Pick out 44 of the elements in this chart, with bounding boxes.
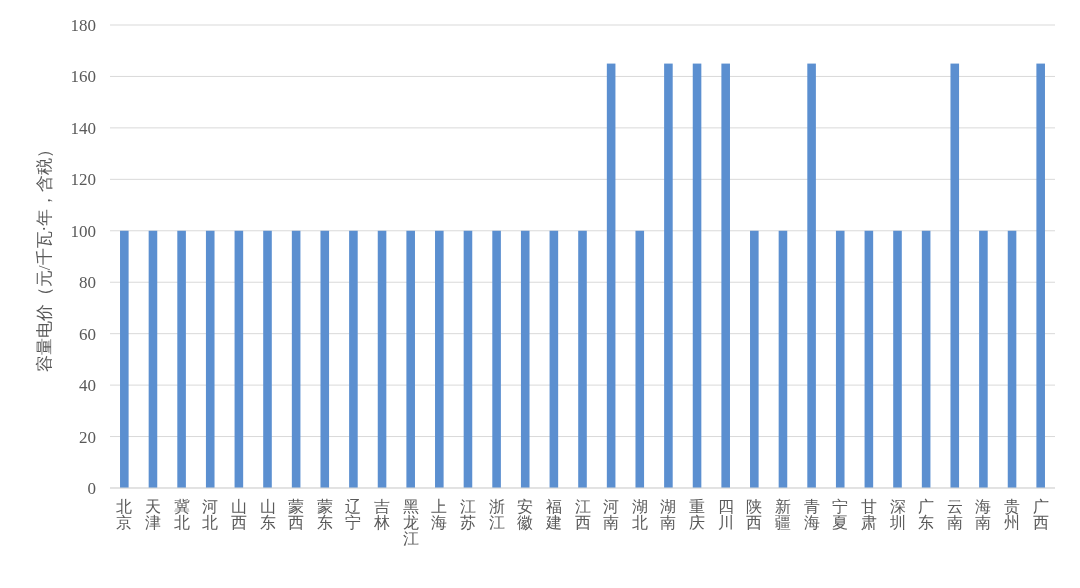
x-tick-label: 辽宁 [345,498,362,531]
x-tick-label: 深圳 [888,498,906,531]
y-tick-label: 60 [79,324,96,344]
x-tick-label: 安徽 [517,498,534,531]
x-tick-label: 广西 [1032,498,1049,531]
x-tick-label: 山西 [230,498,247,531]
x-tick-label: 云南 [946,498,963,531]
x-tick-label: 冀北 [173,498,190,531]
x-tick-label: 重庆 [689,498,706,531]
x-tick-label: 陕西 [746,498,763,531]
x-tick-label: 北京 [116,498,133,531]
x-tick-label: 吉林 [373,498,391,531]
x-tick-label: 甘肃 [860,498,877,531]
y-tick-label: 180 [70,15,96,35]
y-tick-label: 20 [79,427,96,447]
x-tick-label: 湖北 [631,498,648,531]
x-tick-label: 山东 [259,498,276,531]
y-tick-label: 40 [79,376,96,396]
x-tick-label: 河北 [202,498,219,531]
y-tick-label: 120 [70,170,96,190]
x-tick-label: 新疆 [774,498,791,531]
y-axis-title: 容量电价（元/千瓦·年，含税） [35,140,54,373]
x-tick-label: 湖南 [660,498,677,531]
x-tick-label: 河南 [603,498,620,531]
x-tick-label: 上海 [431,498,448,531]
x-tick-label: 海南 [975,498,992,531]
y-tick-label: 0 [87,478,96,498]
x-tick-label: 浙江 [488,498,505,531]
x-tick-label: 广东 [918,498,935,531]
x-tick-label: 江西 [574,498,591,531]
y-tick-label: 80 [79,273,96,293]
x-tick-label: 宁夏 [832,498,849,531]
x-tick-label: 江苏 [459,498,476,531]
x-tick-label: 贵州 [1004,498,1021,531]
x-tick-label: 蒙东 [316,498,333,531]
x-tick-label: 四川 [717,498,734,531]
x-tick-label: 蒙西 [288,498,305,531]
y-tick-label: 160 [70,67,96,87]
x-tick-label: 黑龙江 [402,498,419,547]
x-tick-label: 青海 [803,498,820,531]
y-tick-label: 140 [70,118,96,138]
x-tick-label: 福建 [544,498,562,531]
y-tick-label: 100 [70,221,96,241]
x-tick-label: 天津 [144,498,161,531]
